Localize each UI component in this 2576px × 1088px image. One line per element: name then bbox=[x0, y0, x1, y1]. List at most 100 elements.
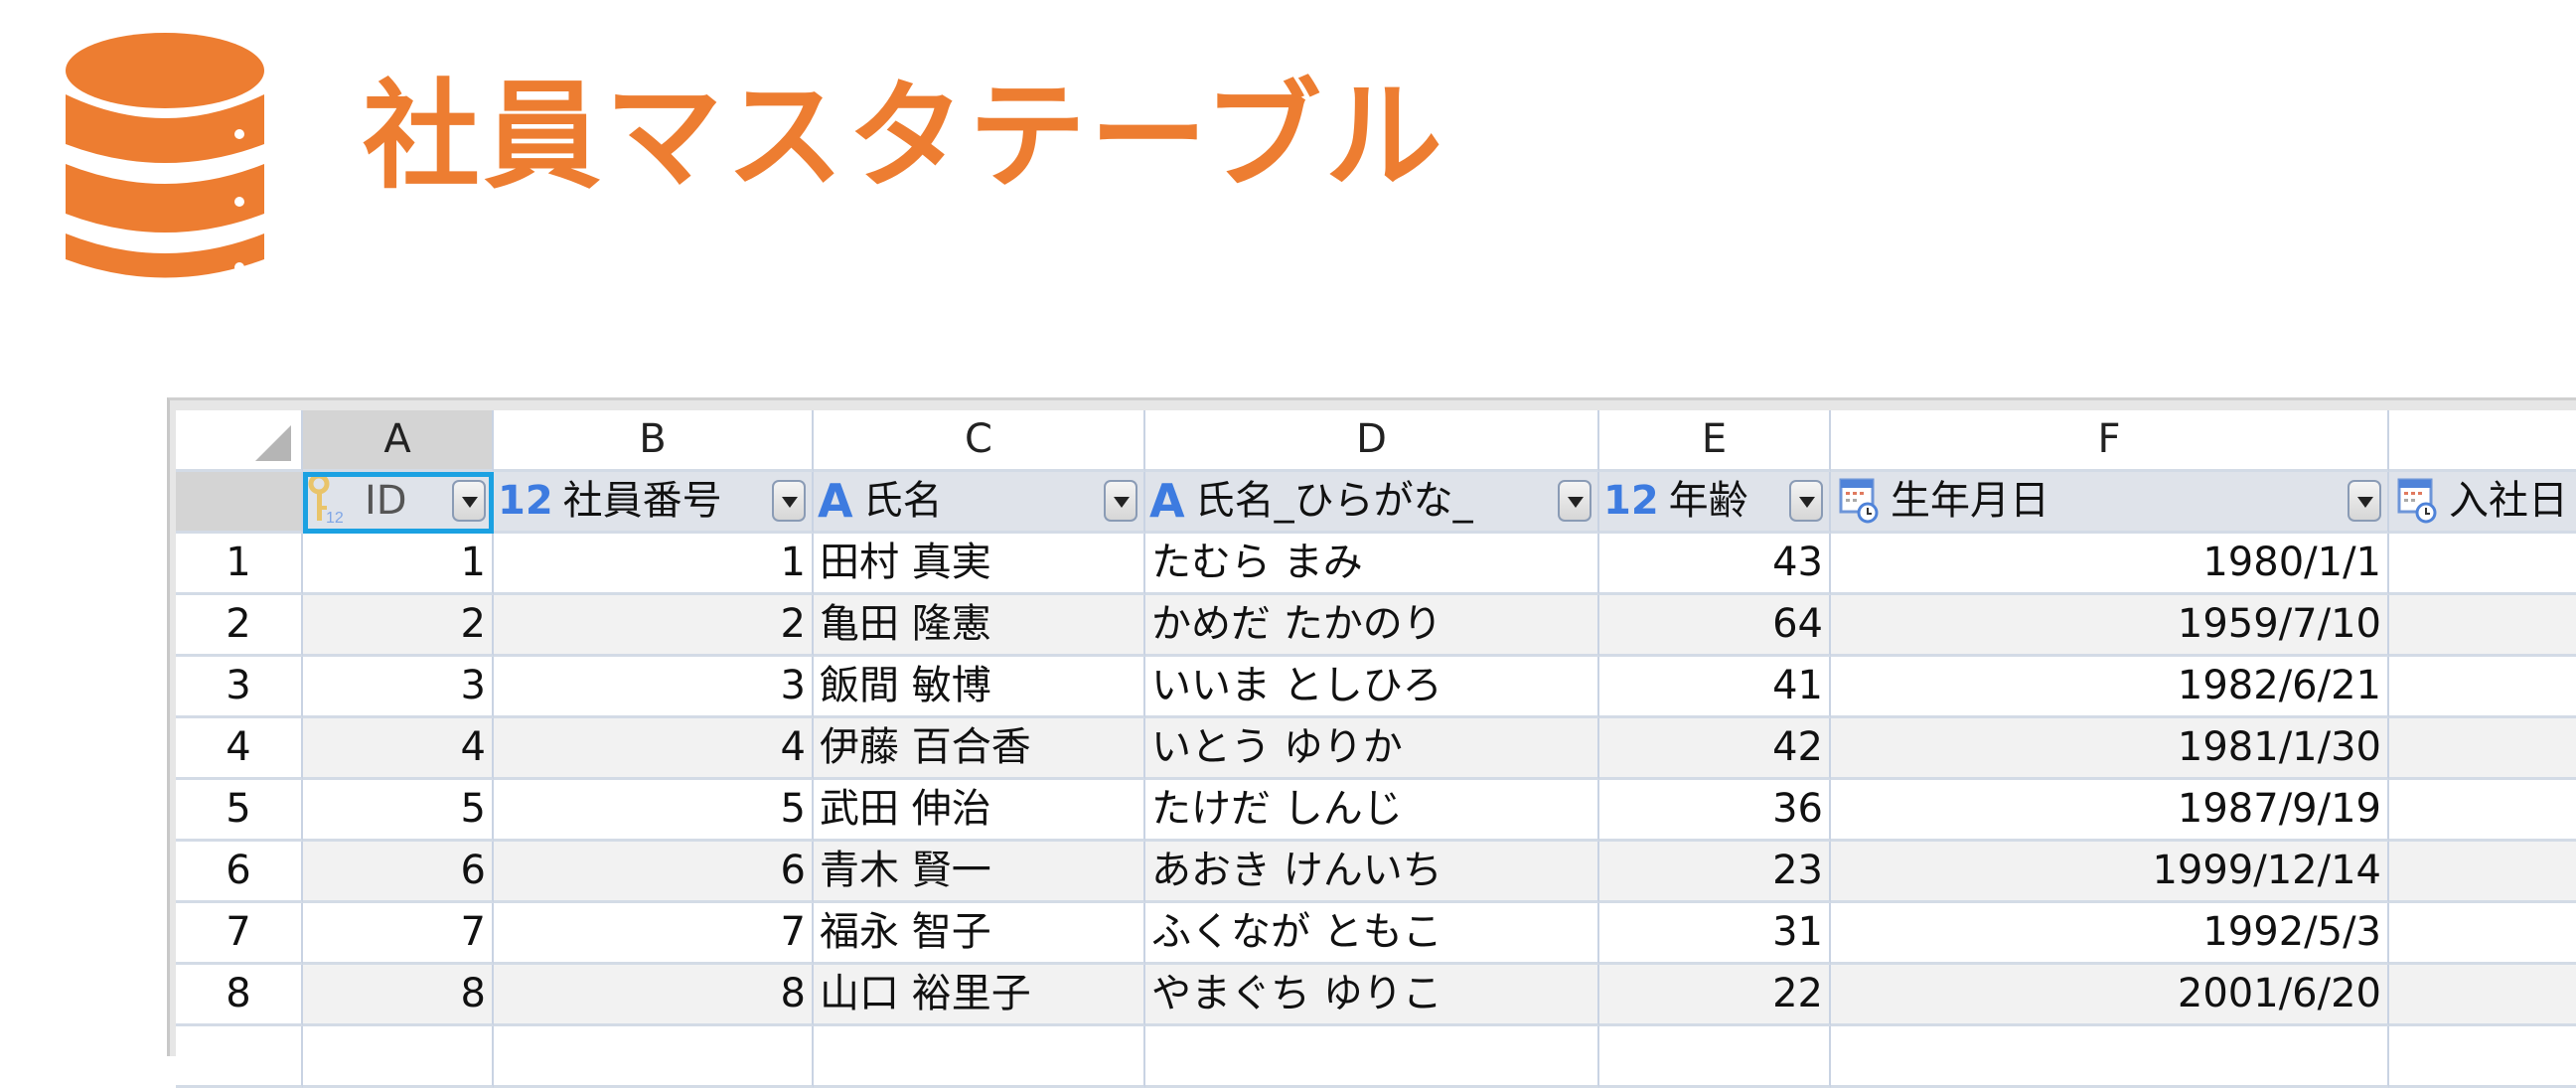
table-cell-birth[interactable]: 2001/6/20 bbox=[1831, 965, 2389, 1026]
column-letter-C[interactable]: C bbox=[814, 410, 1145, 472]
table-cell-name[interactable]: 山口 裕里子 bbox=[814, 965, 1145, 1026]
table-cell[interactable] bbox=[1145, 1026, 1599, 1088]
table-cell-id[interactable]: 5 bbox=[303, 780, 494, 842]
table-cell[interactable] bbox=[1831, 1026, 2389, 1088]
field-header-5[interactable]: 生年月日 bbox=[1831, 472, 2389, 534]
table-cell-age[interactable]: 64 bbox=[1599, 595, 1831, 657]
table-cell-no[interactable]: 3 bbox=[494, 657, 814, 718]
table-cell-age[interactable]: 42 bbox=[1599, 718, 1831, 780]
table-cell-kana[interactable]: たけだ しんじ bbox=[1145, 780, 1599, 842]
row-number[interactable]: 2 bbox=[176, 595, 303, 657]
table-cell-kana[interactable]: やまぐち ゆりこ bbox=[1145, 965, 1599, 1026]
table-cell-no[interactable]: 4 bbox=[494, 718, 814, 780]
filter-dropdown-button[interactable] bbox=[1789, 480, 1823, 522]
table-cell[interactable] bbox=[2389, 1026, 2576, 1088]
table-cell-id[interactable]: 7 bbox=[303, 903, 494, 965]
table-cell[interactable] bbox=[2389, 595, 2576, 657]
table-cell-id[interactable]: 3 bbox=[303, 657, 494, 718]
table-row: 8 8 8 山口 裕里子 やまぐち ゆりこ 22 2001/6/20 bbox=[176, 965, 2576, 1026]
row-number[interactable]: 3 bbox=[176, 657, 303, 718]
table-cell-kana[interactable]: あおき けんいち bbox=[1145, 842, 1599, 903]
table-cell-kana[interactable]: ふくなが ともこ bbox=[1145, 903, 1599, 965]
column-letter-F[interactable]: F bbox=[1831, 410, 2389, 472]
field-name: 氏名 bbox=[862, 478, 943, 524]
table-cell-kana[interactable]: たむら まみ bbox=[1145, 534, 1599, 595]
table-cell[interactable] bbox=[303, 1026, 494, 1088]
table-cell-birth[interactable]: 1992/5/3 bbox=[1831, 903, 2389, 965]
table-cell-kana[interactable]: いいま としひろ bbox=[1145, 657, 1599, 718]
filter-dropdown-button[interactable] bbox=[1104, 480, 1137, 522]
table-cell-age[interactable]: 23 bbox=[1599, 842, 1831, 903]
table-cell-no[interactable]: 6 bbox=[494, 842, 814, 903]
table-cell[interactable] bbox=[2389, 657, 2576, 718]
field-header-6[interactable]: 入社日 bbox=[2389, 472, 2576, 534]
filter-dropdown-button[interactable] bbox=[452, 480, 486, 522]
table-cell-no[interactable]: 7 bbox=[494, 903, 814, 965]
table-row: 3 3 3 飯間 敏博 いいま としひろ 41 1982/6/21 bbox=[176, 657, 2576, 718]
table-cell[interactable] bbox=[2389, 780, 2576, 842]
row-number[interactable]: 7 bbox=[176, 903, 303, 965]
filter-dropdown-button[interactable] bbox=[1558, 480, 1591, 522]
table-cell[interactable] bbox=[176, 1026, 303, 1088]
table-cell-birth[interactable]: 1987/9/19 bbox=[1831, 780, 2389, 842]
table-cell-birth[interactable]: 1980/1/1 bbox=[1831, 534, 2389, 595]
table-cell-birth[interactable]: 1982/6/21 bbox=[1831, 657, 2389, 718]
table-cell-name[interactable]: 田村 真実 bbox=[814, 534, 1145, 595]
field-header-3[interactable]: A 氏名_ひらがな_ bbox=[1145, 472, 1599, 534]
table-cell[interactable] bbox=[814, 1026, 1145, 1088]
table-cell-birth[interactable]: 1981/1/30 bbox=[1831, 718, 2389, 780]
column-letter-D[interactable]: D bbox=[1145, 410, 1599, 472]
row-number[interactable]: 6 bbox=[176, 842, 303, 903]
field-header-2[interactable]: A 氏名 bbox=[814, 472, 1145, 534]
table-cell[interactable] bbox=[2389, 903, 2576, 965]
table-cell-birth[interactable]: 1999/12/14 bbox=[1831, 842, 2389, 903]
table-cell[interactable] bbox=[494, 1026, 814, 1088]
filter-dropdown-button[interactable] bbox=[772, 480, 806, 522]
filter-dropdown-button[interactable] bbox=[2348, 480, 2381, 522]
table-cell-name[interactable]: 福永 智子 bbox=[814, 903, 1145, 965]
table-cell-id[interactable]: 6 bbox=[303, 842, 494, 903]
table-cell-kana[interactable]: かめだ たかのり bbox=[1145, 595, 1599, 657]
column-letter-g[interactable] bbox=[2389, 410, 2576, 472]
table-cell[interactable] bbox=[2389, 842, 2576, 903]
table-cell-no[interactable]: 1 bbox=[494, 534, 814, 595]
table-cell-id[interactable]: 1 bbox=[303, 534, 494, 595]
table-cell-name[interactable]: 飯間 敏博 bbox=[814, 657, 1145, 718]
table-cell[interactable] bbox=[2389, 965, 2576, 1026]
table-cell-age[interactable]: 43 bbox=[1599, 534, 1831, 595]
table-cell-age[interactable]: 41 bbox=[1599, 657, 1831, 718]
table-cell-age[interactable]: 22 bbox=[1599, 965, 1831, 1026]
table-cell-id[interactable]: 2 bbox=[303, 595, 494, 657]
field-header-1[interactable]: 12 社員番号 bbox=[494, 472, 814, 534]
column-letter-A[interactable]: A bbox=[303, 410, 494, 472]
table-cell-age[interactable]: 36 bbox=[1599, 780, 1831, 842]
table-cell-age[interactable]: 31 bbox=[1599, 903, 1831, 965]
table-cell[interactable] bbox=[2389, 718, 2576, 780]
table-cell-name[interactable]: 伊藤 百合香 bbox=[814, 718, 1145, 780]
table-grid: A B C D E F 12 ID 12 社員番号 A 氏名 A 氏名_ひらがな_ 12 年齢 生年月日 入社日 1… bbox=[176, 410, 2576, 1088]
table-cell-no[interactable]: 5 bbox=[494, 780, 814, 842]
header-row-corner bbox=[176, 472, 303, 534]
table-cell[interactable] bbox=[2389, 534, 2576, 595]
table-cell-birth[interactable]: 1959/7/10 bbox=[1831, 595, 2389, 657]
field-header-4[interactable]: 12 年齢 bbox=[1599, 472, 1831, 534]
table-cell-name[interactable]: 青木 賢一 bbox=[814, 842, 1145, 903]
table-cell-no[interactable]: 8 bbox=[494, 965, 814, 1026]
table-row: 6 6 6 青木 賢一 あおき けんいち 23 1999/12/14 bbox=[176, 842, 2576, 903]
table-cell-name[interactable]: 武田 伸治 bbox=[814, 780, 1145, 842]
row-number[interactable]: 5 bbox=[176, 780, 303, 842]
table-cell-kana[interactable]: いとう ゆりか bbox=[1145, 718, 1599, 780]
field-header-0[interactable]: 12 ID bbox=[303, 472, 494, 534]
table-cell-id[interactable]: 8 bbox=[303, 965, 494, 1026]
row-number[interactable]: 8 bbox=[176, 965, 303, 1026]
row-number[interactable]: 4 bbox=[176, 718, 303, 780]
select-all-button[interactable] bbox=[176, 410, 303, 472]
column-letter-E[interactable]: E bbox=[1599, 410, 1831, 472]
table-cell-no[interactable]: 2 bbox=[494, 595, 814, 657]
table-cell[interactable] bbox=[1599, 1026, 1831, 1088]
table-cell-id[interactable]: 4 bbox=[303, 718, 494, 780]
table-row: 5 5 5 武田 伸治 たけだ しんじ 36 1987/9/19 bbox=[176, 780, 2576, 842]
row-number[interactable]: 1 bbox=[176, 534, 303, 595]
table-cell-name[interactable]: 亀田 隆憲 bbox=[814, 595, 1145, 657]
column-letter-B[interactable]: B bbox=[494, 410, 814, 472]
